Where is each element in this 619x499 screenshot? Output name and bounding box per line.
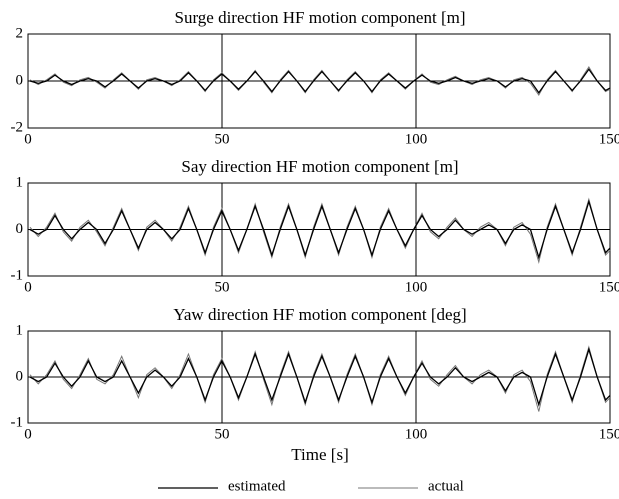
y-tick-label: 1 (16, 322, 24, 338)
x-axis-label: Time [s] (291, 445, 348, 464)
chart-title: Surge direction HF motion component [m] (174, 8, 465, 27)
x-tick-label: 100 (405, 131, 428, 147)
series-line (29, 199, 611, 260)
y-tick-label: 0 (16, 368, 24, 384)
series-line (29, 347, 611, 407)
chart-title: Say direction HF motion component [m] (181, 157, 458, 176)
x-tick-label: 50 (215, 279, 230, 295)
x-tick-label: 150 (599, 426, 619, 442)
y-tick-label: -1 (11, 267, 24, 283)
series-line (29, 68, 611, 94)
series-line (29, 345, 611, 412)
series-line (29, 197, 611, 264)
y-tick-label: 0 (16, 72, 24, 88)
x-tick-label: 150 (599, 279, 619, 295)
y-tick-label: -2 (11, 119, 24, 135)
x-tick-label: 150 (599, 131, 619, 147)
x-tick-label: 0 (24, 279, 32, 295)
x-tick-label: 50 (215, 131, 230, 147)
chart-title: Yaw direction HF motion component [deg] (173, 305, 466, 324)
x-tick-label: 100 (405, 279, 428, 295)
legend-label: estimated (228, 478, 286, 494)
x-tick-label: 0 (24, 131, 32, 147)
x-tick-label: 50 (215, 426, 230, 442)
y-tick-label: 2 (16, 25, 24, 41)
y-tick-label: 0 (16, 221, 24, 237)
y-tick-label: -1 (11, 414, 24, 430)
x-tick-label: 100 (405, 426, 428, 442)
x-tick-label: 0 (24, 426, 32, 442)
y-tick-label: 1 (16, 174, 24, 190)
legend-label: actual (428, 478, 464, 494)
